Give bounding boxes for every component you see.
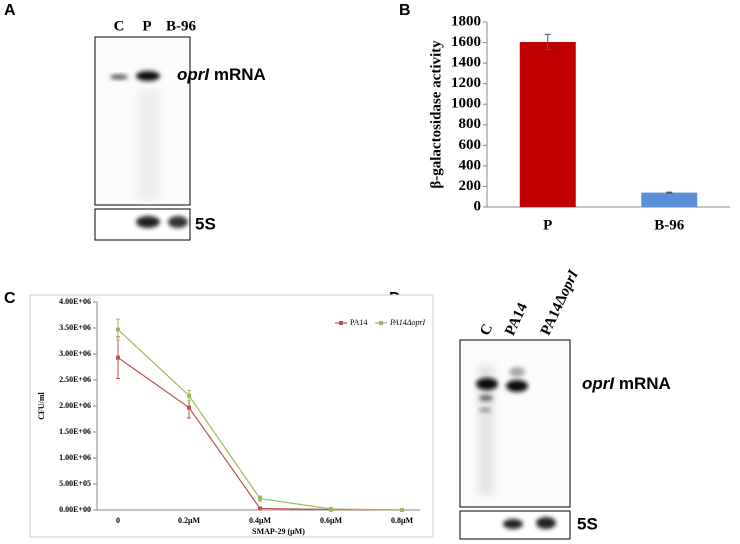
band bbox=[536, 517, 556, 529]
band bbox=[136, 71, 160, 81]
panel-label: A bbox=[4, 2, 16, 19]
y-tick-label: 2.00E+06 bbox=[59, 401, 91, 410]
blot bbox=[459, 339, 571, 540]
bar bbox=[519, 42, 576, 207]
band bbox=[168, 216, 188, 228]
band-label: oprI mRNA bbox=[582, 374, 671, 393]
x-tick-label: P bbox=[543, 217, 552, 233]
band-label-italic: oprI bbox=[177, 65, 210, 84]
marker bbox=[187, 405, 191, 410]
error-bar bbox=[666, 191, 673, 194]
error-bar bbox=[544, 33, 551, 51]
lane-label: C bbox=[477, 322, 496, 339]
bar bbox=[641, 192, 698, 207]
marker bbox=[400, 508, 404, 512]
blot-frame bbox=[459, 339, 571, 508]
x-tick-label: 0.8μM bbox=[391, 516, 414, 525]
legend-label: PA14 bbox=[350, 318, 368, 327]
marker bbox=[329, 506, 333, 511]
y-tick-label: 1.50E+06 bbox=[59, 427, 91, 436]
y-tick-label: 1200 bbox=[451, 75, 481, 91]
x-tick-label: B-96 bbox=[654, 217, 685, 233]
smear bbox=[138, 90, 160, 200]
marker bbox=[116, 355, 120, 360]
lane-label: PA14ΔoprI bbox=[538, 267, 583, 338]
band bbox=[110, 74, 128, 80]
lane-label-text: PA14Δ bbox=[538, 292, 571, 339]
panel-label: C bbox=[4, 290, 16, 307]
marker bbox=[258, 496, 262, 501]
x-axis-label: SMAP-29 (μM) bbox=[252, 527, 305, 536]
y-tick-label: 5.00E+05 bbox=[59, 479, 91, 488]
legend-marker bbox=[379, 321, 383, 325]
y-tick-label: 4.00E+06 bbox=[59, 297, 91, 306]
y-tick-label: 3.50E+06 bbox=[59, 323, 91, 332]
legend-label: PA14ΔoprI bbox=[389, 318, 426, 327]
x-tick-label: 0.4μM bbox=[249, 516, 272, 525]
lane-label: PA14 bbox=[502, 300, 531, 338]
loading-label: 5S bbox=[577, 514, 598, 533]
y-tick-label: 3.00E+06 bbox=[59, 349, 91, 358]
y-tick-label: 200 bbox=[459, 178, 482, 194]
y-axis-label: β-galactosidase activity bbox=[428, 40, 444, 189]
y-tick-label: 1000 bbox=[451, 96, 481, 112]
lane-label: C bbox=[114, 18, 125, 34]
band bbox=[509, 367, 525, 377]
band-label: oprI mRNA bbox=[177, 65, 266, 84]
marker bbox=[258, 506, 262, 511]
y-tick-label: 0 bbox=[474, 198, 482, 214]
band bbox=[479, 408, 491, 412]
x-tick-label: 0 bbox=[116, 516, 120, 525]
band bbox=[479, 395, 493, 401]
y-tick-label: 800 bbox=[459, 116, 482, 132]
x-tick-label: 0.2μM bbox=[178, 516, 201, 525]
band-label-italic: oprI bbox=[582, 374, 615, 393]
lane-label-italic: oprI bbox=[557, 267, 583, 299]
y-tick-label: 600 bbox=[459, 137, 482, 153]
band-label-text: mRNA bbox=[209, 65, 266, 84]
blot bbox=[94, 36, 191, 241]
y-tick-label: 0.00E+00 bbox=[59, 505, 91, 514]
y-axis-label: CFU/ml bbox=[37, 391, 46, 419]
y-tick-label: 1600 bbox=[451, 34, 481, 50]
legend-marker bbox=[339, 321, 343, 325]
loading-label: 5S bbox=[195, 214, 216, 233]
marker bbox=[187, 393, 191, 398]
y-tick-label: 1.00E+06 bbox=[59, 453, 91, 462]
band bbox=[136, 216, 160, 228]
band bbox=[503, 519, 523, 529]
band bbox=[476, 378, 498, 390]
band-label-text: mRNA bbox=[614, 374, 671, 393]
lane-label: B-96 bbox=[166, 18, 197, 34]
y-tick-label: 400 bbox=[459, 157, 482, 173]
y-tick-label: 1400 bbox=[451, 55, 481, 71]
y-tick-label: 1800 bbox=[451, 13, 481, 29]
y-tick-label: 2.50E+06 bbox=[59, 375, 91, 384]
marker bbox=[116, 327, 120, 332]
panel-label: B bbox=[399, 2, 411, 19]
lane-label: P bbox=[142, 18, 151, 34]
band bbox=[506, 380, 528, 392]
x-tick-label: 0.6μM bbox=[320, 516, 343, 525]
